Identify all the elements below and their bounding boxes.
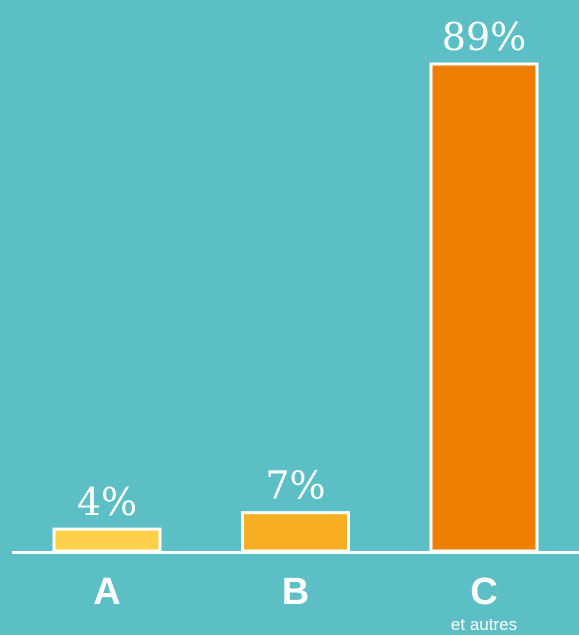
category-label: B bbox=[282, 571, 309, 613]
value-label: 7% bbox=[265, 464, 325, 508]
category-label: A bbox=[93, 571, 120, 613]
bar bbox=[241, 511, 350, 553]
category-label: C bbox=[470, 571, 497, 613]
bar bbox=[429, 62, 539, 553]
category-sublabel: et autres bbox=[451, 615, 517, 634]
bar bbox=[52, 527, 162, 553]
value-label: 89% bbox=[442, 15, 526, 59]
value-label: 4% bbox=[77, 480, 137, 524]
